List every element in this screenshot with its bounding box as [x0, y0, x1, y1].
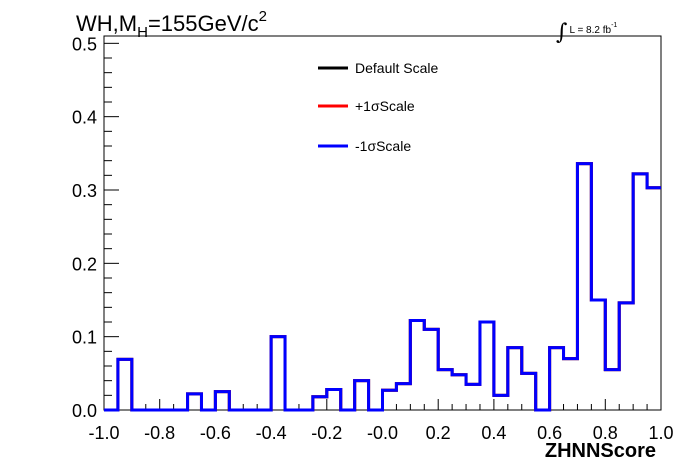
- y-tick-label: 0.2: [72, 254, 97, 274]
- y-tick-label: 0.4: [72, 108, 97, 128]
- x-axis-label: ZHNNScore: [544, 440, 656, 462]
- x-tick-label: 1.0: [648, 423, 673, 443]
- x-tick-label: 0.2: [426, 423, 451, 443]
- x-tick-label: -0.2: [311, 423, 342, 443]
- legend-label: Default Scale: [355, 60, 438, 76]
- x-tick-label: 0.4: [481, 423, 506, 443]
- x-tick-label: -0.4: [256, 423, 287, 443]
- legend-label: -1σScale: [355, 138, 411, 154]
- x-tick-label: -0.8: [144, 423, 175, 443]
- y-tick-label: 0.0: [72, 401, 97, 421]
- x-tick-label: -0.0: [367, 423, 398, 443]
- y-tick-label: 0.1: [72, 328, 97, 348]
- series-line: [104, 162, 661, 412]
- x-tick-label: 0.8: [593, 423, 618, 443]
- legend-label: +1σScale: [355, 98, 415, 114]
- x-tick-label: 0.6: [537, 423, 562, 443]
- y-tick-label: 0.3: [72, 181, 97, 201]
- luminosity-label: ∫ L = 8.2 fb-1: [556, 20, 618, 45]
- chart-title: WH,MH=155GeV/c2: [76, 8, 267, 41]
- y-tick-label: 0.5: [72, 34, 97, 54]
- x-tick-label: -1.0: [88, 423, 119, 443]
- x-tick-label: -0.6: [200, 423, 231, 443]
